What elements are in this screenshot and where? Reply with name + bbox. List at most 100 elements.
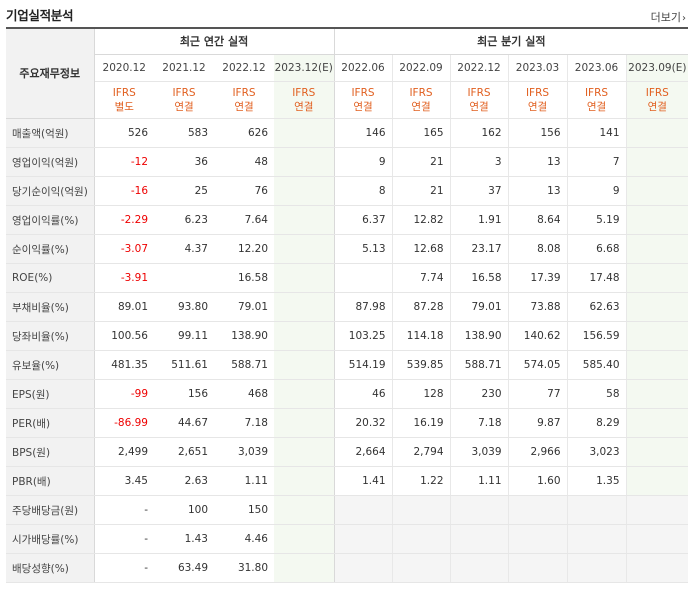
quarter-value xyxy=(391,524,451,554)
quarter-value xyxy=(625,118,689,148)
basis-scope: 연결 xyxy=(469,101,489,113)
annual-value: 4.46 xyxy=(214,524,274,554)
quarter-value: 21 xyxy=(391,147,451,177)
accounting-basis: IFRS 연결 xyxy=(507,81,568,119)
basis-scope: 연결 xyxy=(174,101,194,113)
table-row: PBR(배) 3.45 2.63 1.11 1.41 1.22 1.11 1.60 1.35 xyxy=(6,466,689,496)
row-label: 주당배당금(원) xyxy=(6,495,95,525)
quarter-period: 2023.06 xyxy=(566,54,627,82)
quarter-value xyxy=(625,466,689,496)
quarter-value: 17.48 xyxy=(566,263,627,293)
row-header-title: 주요재무정보 xyxy=(6,27,95,119)
quarter-value: 9 xyxy=(334,147,393,177)
accounting-basis: IFRS 연결 xyxy=(449,81,509,119)
annual-value: -16 xyxy=(94,176,154,206)
table-row: 유보율(%) 481.35 511.61 588.71 514.19 539.85 588.… xyxy=(6,350,689,380)
annual-value: 36 xyxy=(154,147,214,177)
quarter-value: 162 xyxy=(449,118,509,148)
basis-scope: 연결 xyxy=(527,101,548,113)
annual-value: 2,499 xyxy=(94,437,154,467)
annual-value: 2.63 xyxy=(154,466,214,496)
quarter-period: 2023.03 xyxy=(507,54,568,82)
row-label: 영업이익(억원) xyxy=(6,147,95,177)
quarter-value: 21 xyxy=(391,176,451,206)
basis-standard: IFRS xyxy=(112,87,136,99)
table-row: EPS(원) -99 156 468 46 128 230 77 58 xyxy=(6,379,689,409)
accounting-basis: IFRS 연결 xyxy=(625,81,689,119)
quarter-group-title: 최근 분기 실적 xyxy=(334,27,689,55)
annual-value xyxy=(274,379,335,409)
section-header: 기업실적분석 더보기› xyxy=(0,0,696,27)
annual-value: 12.20 xyxy=(214,234,274,264)
accounting-basis: IFRS 연결 xyxy=(154,81,214,119)
annual-value: 511.61 xyxy=(154,350,214,380)
row-label: 순이익률(%) xyxy=(6,234,95,264)
quarter-period: 2022.09 xyxy=(391,54,451,82)
annual-value: 1.11 xyxy=(214,466,274,496)
quarter-value: 12.82 xyxy=(391,205,451,235)
annual-value: -3.07 xyxy=(94,234,154,264)
quarter-value: 2,664 xyxy=(334,437,393,467)
quarter-value: 8.64 xyxy=(507,205,568,235)
annual-value: 44.67 xyxy=(154,408,214,438)
annual-value: 588.71 xyxy=(214,350,274,380)
annual-value: 156 xyxy=(154,379,214,409)
quarter-value xyxy=(449,495,509,525)
annual-value xyxy=(274,524,335,554)
quarter-value: 140.62 xyxy=(507,321,568,351)
quarter-value: 1.22 xyxy=(391,466,451,496)
quarter-value: 77 xyxy=(507,379,568,409)
annual-value xyxy=(274,118,335,148)
quarter-value: 2,794 xyxy=(391,437,451,467)
section-title: 기업실적분석 xyxy=(6,8,74,23)
quarter-value: 46 xyxy=(334,379,393,409)
annual-value: -12 xyxy=(94,147,154,177)
annual-value: 3.45 xyxy=(94,466,154,496)
more-link[interactable]: 더보기› xyxy=(651,9,686,25)
quarter-value xyxy=(449,524,509,554)
row-label: 유보율(%) xyxy=(6,350,95,380)
table-row: ROE(%) -3.91 16.58 7.74 16.58 17.39 17.48 xyxy=(6,263,689,293)
quarter-value: 138.90 xyxy=(449,321,509,351)
annual-value xyxy=(154,263,214,293)
annual-value: 7.18 xyxy=(214,408,274,438)
table-row: 영업이익(억원) -12 36 48 9 21 3 13 7 xyxy=(6,147,689,177)
quarter-value xyxy=(625,263,689,293)
basis-standard: IFRS xyxy=(584,87,609,99)
accounting-basis: IFRS 별도 xyxy=(94,81,154,119)
accounting-basis: IFRS 연결 xyxy=(274,81,335,119)
annual-value: 481.35 xyxy=(94,350,154,380)
accounting-basis: IFRS 연결 xyxy=(214,81,274,119)
quarter-value: 230 xyxy=(449,379,509,409)
basis-standard: IFRS xyxy=(232,87,256,99)
annual-period: 2021.12 xyxy=(154,54,214,82)
quarter-value xyxy=(566,553,627,583)
quarter-value xyxy=(625,495,689,525)
quarter-value: 114.18 xyxy=(391,321,451,351)
basis-standard: IFRS xyxy=(467,87,491,99)
quarter-value: 13 xyxy=(507,147,568,177)
quarter-value: 79.01 xyxy=(449,292,509,322)
quarter-value xyxy=(625,553,689,583)
more-link-label: 더보기 xyxy=(650,11,681,24)
quarter-value xyxy=(507,553,568,583)
quarter-value: 585.40 xyxy=(566,350,627,380)
annual-value: 76 xyxy=(214,176,274,206)
quarter-value: 141 xyxy=(566,118,627,148)
table-row: PER(배) -86.99 44.67 7.18 20.32 16.19 7.18 9.87 8… xyxy=(6,408,689,438)
quarter-value: 16.19 xyxy=(391,408,451,438)
quarter-period: 2022.12 xyxy=(449,54,509,82)
annual-value: 25 xyxy=(154,176,214,206)
quarter-value: 7.18 xyxy=(449,408,509,438)
quarter-value xyxy=(334,553,393,583)
quarter-value: 514.19 xyxy=(334,350,393,380)
table-row: 순이익률(%) -3.07 4.37 12.20 5.13 12.68 23.17 8.08 6… xyxy=(6,234,689,264)
quarter-value: 58 xyxy=(566,379,627,409)
quarter-value xyxy=(625,234,689,264)
annual-value: -2.29 xyxy=(94,205,154,235)
quarter-value xyxy=(334,524,393,554)
basis-scope: 연결 xyxy=(294,101,314,113)
financial-summary-table: 주요재무정보 최근 연간 실적 최근 분기 실적 2020.12 2021.12 2022… xyxy=(6,27,689,583)
annual-value: 100 xyxy=(154,495,214,525)
quarter-value: 17.39 xyxy=(507,263,568,293)
